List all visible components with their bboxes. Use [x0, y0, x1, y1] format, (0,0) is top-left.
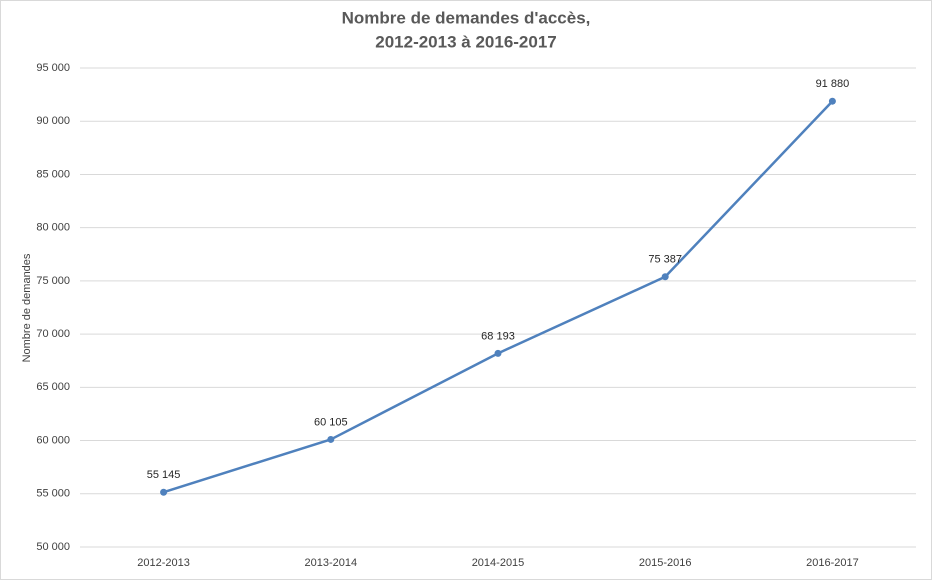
- y-tick-label: 95 000: [36, 62, 70, 74]
- y-tick-label: 75 000: [36, 275, 70, 287]
- y-tick-label: 80 000: [36, 222, 70, 234]
- x-tick-label: 2013-2014: [304, 557, 357, 569]
- data-point: [494, 349, 502, 357]
- y-tick-label: 90 000: [36, 115, 70, 127]
- x-tick-label: 2015-2016: [639, 557, 692, 569]
- x-tick-label: 2016-2017: [806, 557, 859, 569]
- data-label: 60 105: [314, 416, 348, 428]
- data-label: 91 880: [816, 78, 850, 90]
- data-point: [327, 435, 335, 443]
- data-point: [661, 273, 669, 281]
- y-tick-label: 50 000: [36, 541, 70, 553]
- y-axis-label: Nombre de demandes: [21, 253, 33, 362]
- y-tick-label: 65 000: [36, 381, 70, 393]
- data-point: [160, 488, 168, 496]
- y-tick-label: 55 000: [36, 488, 70, 500]
- y-tick-label: 70 000: [36, 328, 70, 340]
- x-tick-label: 2014-2015: [472, 557, 525, 569]
- y-tick-label: 85 000: [36, 168, 70, 180]
- chart-title: 2012-2013 à 2016-2017: [375, 32, 557, 51]
- data-point: [828, 97, 836, 105]
- data-label: 68 193: [481, 330, 515, 342]
- data-label: 55 145: [147, 469, 181, 481]
- data-label: 75 387: [648, 254, 682, 266]
- chart-title: Nombre de demandes d'accès,: [342, 8, 591, 27]
- x-tick-label: 2012-2013: [137, 557, 190, 569]
- y-tick-label: 60 000: [36, 434, 70, 446]
